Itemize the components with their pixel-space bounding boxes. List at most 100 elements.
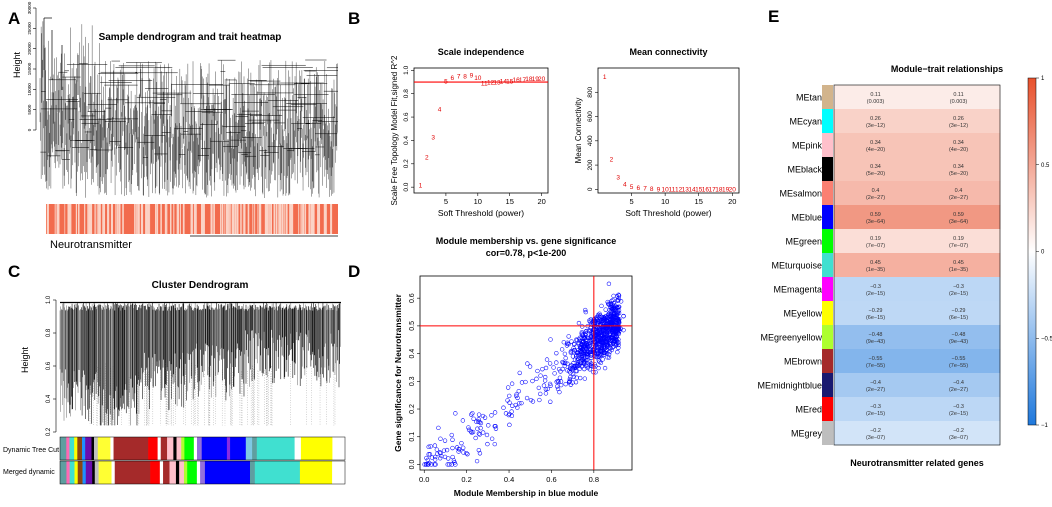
- scatter-point: [528, 397, 534, 403]
- trait-bar-stripe: [302, 204, 304, 234]
- merged-dynamic-segment: [92, 461, 96, 484]
- heatmap-cell: [917, 373, 1001, 398]
- correlation-value: 0.34: [870, 164, 881, 170]
- scatter-point: [442, 438, 448, 443]
- trait-bar-stripe: [257, 204, 259, 234]
- plot-frame: [419, 275, 633, 471]
- scatter-point: [613, 329, 619, 334]
- trait-bar-stripe: [243, 204, 246, 234]
- p-value: (7e−07): [949, 243, 968, 249]
- merged-dynamic-segment: [250, 461, 256, 484]
- correlation-value: −0.3: [953, 284, 964, 290]
- correlation-value: 0.4: [872, 188, 880, 194]
- merged-dynamic-label: Merged dynamic: [3, 469, 55, 476]
- correlation-value: 0.11: [870, 92, 880, 98]
- correlation-value: −0.48: [952, 332, 966, 338]
- x-tick-label: 10: [661, 197, 669, 206]
- scatter-point: [505, 385, 511, 390]
- y-tick-label: 1.0: [403, 65, 410, 74]
- y-tick-label: 0.6: [409, 293, 416, 303]
- trait-bar-stripe: [278, 204, 280, 234]
- scatter-point: [601, 352, 606, 357]
- scatter-point: [436, 425, 441, 431]
- dynamic-tree-cut-segment: [60, 437, 67, 460]
- scatter-point: [563, 381, 568, 387]
- scatter-point: [480, 430, 486, 435]
- scatter-point: [584, 363, 589, 368]
- color-scale-legend: 1 0.5 0 −0.5 −1: [1027, 76, 1052, 429]
- panel-d-title: Module membership vs. gene significance: [436, 236, 617, 246]
- scatter-point: [547, 381, 553, 387]
- power-point-label: 7: [643, 186, 647, 193]
- scatter-point: [609, 298, 614, 304]
- scatter-point: [513, 402, 518, 408]
- scatter-point: [480, 413, 486, 419]
- scatter-point: [601, 333, 607, 338]
- power-point-label: 16: [512, 77, 520, 84]
- scatter-point: [426, 452, 431, 457]
- scatter-point: [567, 376, 572, 382]
- y-tick-label: 0.4: [403, 136, 410, 145]
- scatter-point: [576, 353, 581, 358]
- module-label: MEgreenyellow: [760, 333, 822, 343]
- scatter-point: [426, 444, 431, 450]
- x-tick-label: 5: [629, 197, 633, 206]
- dynamic-tree-cut-segment: [181, 437, 185, 460]
- trait-bar-stripe: [223, 204, 225, 234]
- scatter-point: [525, 361, 530, 366]
- scatter-point: [603, 307, 608, 312]
- scatter-point: [429, 455, 435, 460]
- trait-bar-stripe: [164, 204, 167, 234]
- scatter-point: [484, 432, 490, 438]
- scatter-point: [461, 445, 466, 450]
- scatter-point: [608, 333, 613, 338]
- merged-dynamic-segment: [69, 461, 75, 484]
- y-tick-label: 0.0: [409, 459, 416, 469]
- trait-bar-stripe: [117, 204, 119, 234]
- x-axis-label: Module Membership in blue module: [454, 488, 599, 498]
- trait-bar-stripe: [269, 204, 271, 234]
- panel-d-subtitle: cor=0.78, p<1e-200: [486, 248, 567, 258]
- correlation-value: 0.4: [955, 188, 963, 194]
- dynamic-tree-cut-frame: [59, 436, 346, 461]
- plot-title: Scale independence: [438, 47, 525, 57]
- scatter-point: [562, 363, 567, 369]
- scatter-point: [573, 364, 579, 369]
- trait-bar-stripe: [107, 204, 109, 234]
- p-value: (5e−20): [949, 171, 968, 177]
- trait-bar-stripe: [64, 204, 66, 234]
- scatter-point: [446, 456, 451, 461]
- plot-frame: [597, 67, 740, 194]
- x-tick-label: 20: [537, 197, 545, 206]
- panel-e-xlabel: Neurotransmitter related genes: [850, 458, 984, 468]
- power-point-label: 16: [702, 187, 710, 194]
- x-tick-label: 0.2: [461, 475, 471, 484]
- scatter-point: [444, 447, 450, 453]
- scatter-point: [423, 462, 429, 467]
- scatter-point: [510, 403, 515, 408]
- legend-tick-label: 0: [1041, 250, 1045, 256]
- heatmap-cell: [917, 133, 1001, 158]
- trait-bar-stripe: [247, 204, 250, 234]
- power-point-label: 2: [610, 157, 614, 164]
- scatter-point: [537, 397, 542, 403]
- scatter-point: [435, 451, 440, 456]
- scatter-point: [594, 349, 600, 354]
- heatmap-cell: [834, 421, 918, 446]
- scatter-point: [543, 386, 549, 392]
- scatter-point: [614, 319, 619, 324]
- heatmap-cell: [834, 205, 918, 230]
- correlation-value: 0.34: [953, 140, 964, 146]
- trait-bar-stripe: [57, 204, 60, 234]
- scatter-point: [608, 301, 614, 307]
- scatter-point: [616, 342, 621, 348]
- trait-bar-stripe: [54, 204, 56, 234]
- module-label: MEtan: [796, 93, 822, 103]
- trait-bar-stripe: [273, 204, 276, 234]
- scatter-point: [583, 309, 588, 315]
- scatter-point: [478, 425, 483, 431]
- scatter-point: [489, 413, 494, 418]
- merged-dynamic-segment: [66, 461, 70, 484]
- scatter-point: [587, 342, 593, 348]
- correlation-value: −0.29: [952, 308, 966, 314]
